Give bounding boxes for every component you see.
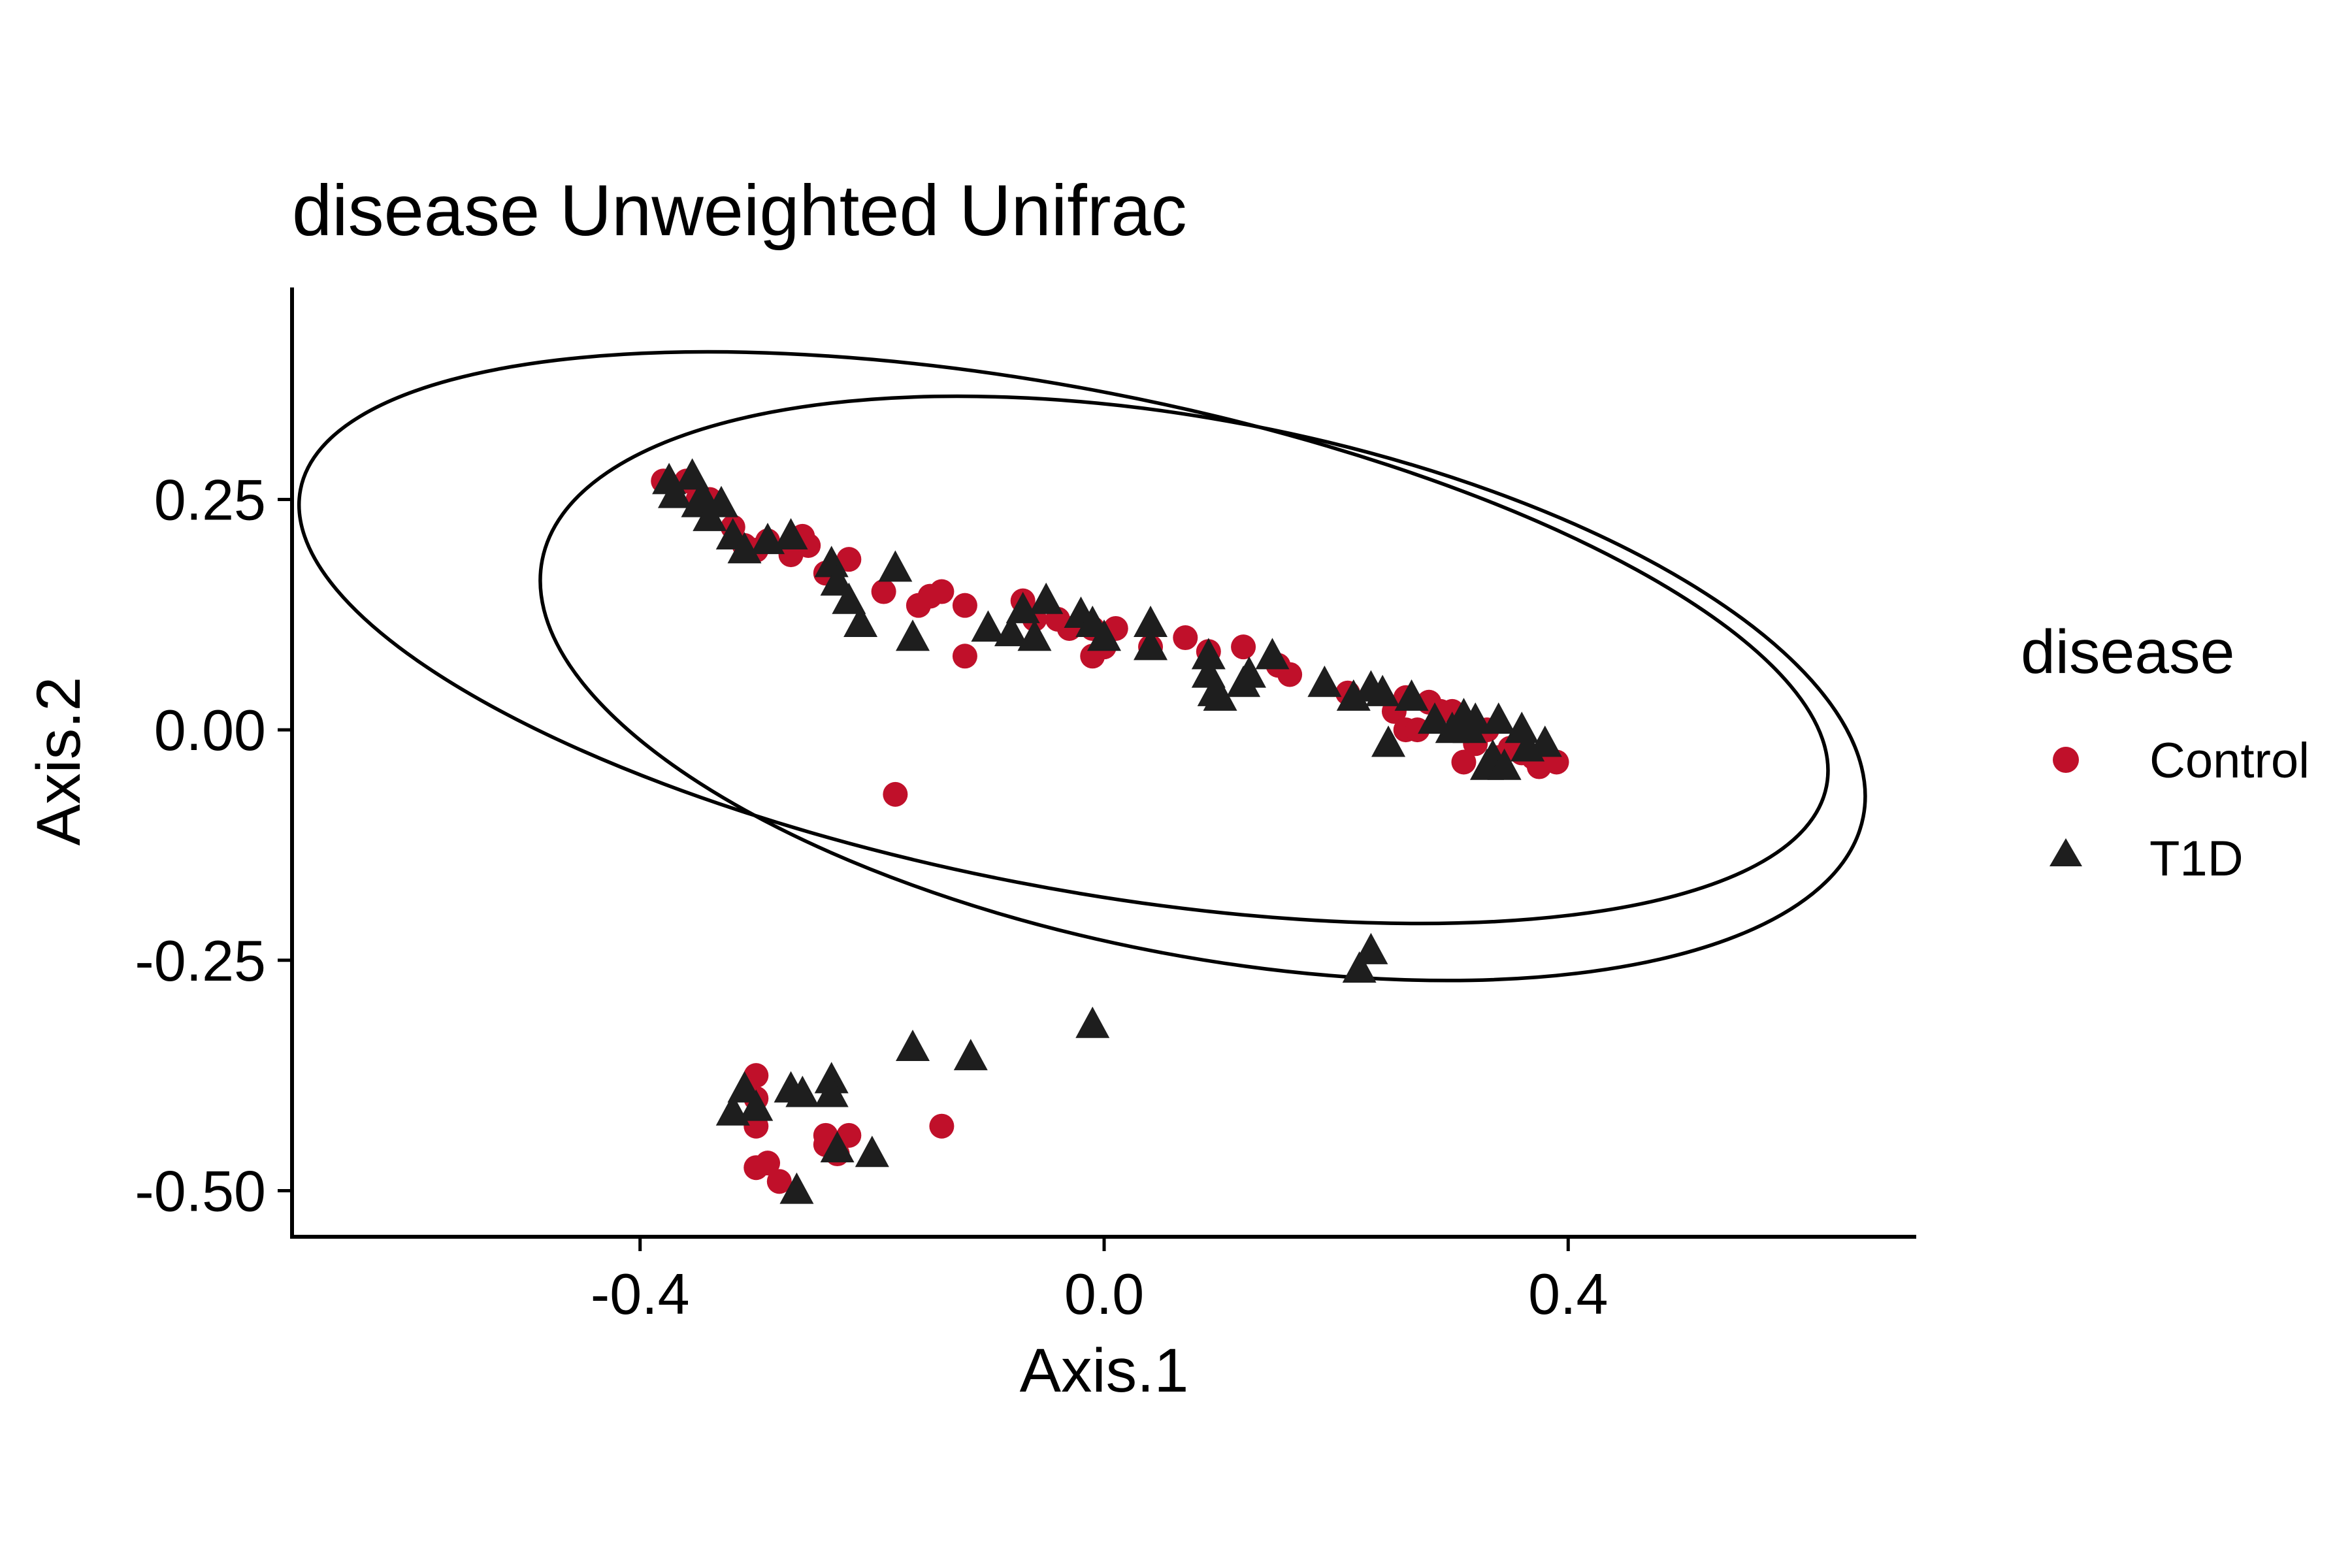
- data-point-control: [952, 593, 977, 618]
- data-point-t1d: [739, 1089, 774, 1121]
- data-point-control: [766, 1169, 792, 1194]
- chart-title: disease Unweighted Unifrac: [292, 171, 1187, 251]
- data-point-control: [929, 1113, 955, 1139]
- data-point-t1d: [785, 1075, 820, 1107]
- data-point-t1d: [843, 606, 878, 638]
- legend: disease Control T1D: [2021, 617, 2310, 887]
- data-point-t1d: [1232, 656, 1266, 688]
- data-point-t1d: [820, 564, 855, 596]
- legend-control-swatch: [2053, 747, 2079, 773]
- data-point-t1d: [1134, 606, 1168, 638]
- data-point-control: [836, 547, 862, 572]
- data-point-t1d: [1481, 702, 1516, 734]
- data-point-t1d: [1418, 702, 1452, 734]
- data-point-control: [929, 579, 955, 604]
- y-tick-label: -0.25: [135, 928, 266, 993]
- y-ticks: -0.50 -0.25 0.00 0.25: [135, 467, 292, 1223]
- data-point-t1d: [1017, 619, 1052, 651]
- data-point-t1d: [1307, 665, 1342, 697]
- x-tick-label: -0.4: [591, 1262, 690, 1326]
- legend-title: disease: [2021, 617, 2234, 687]
- data-point-t1d: [774, 518, 808, 550]
- y-tick-label: 0.25: [154, 467, 266, 532]
- y-tick-label: -0.50: [135, 1158, 266, 1223]
- data-point-t1d: [1203, 679, 1237, 711]
- data-point-t1d: [1365, 674, 1400, 706]
- data-point-control: [952, 644, 977, 669]
- data-point-control: [743, 1155, 769, 1181]
- data-point-t1d: [1255, 638, 1290, 670]
- data-point-t1d: [1487, 748, 1522, 780]
- data-point-t1d: [1075, 1006, 1110, 1038]
- data-point-t1d: [1134, 629, 1168, 661]
- data-point-control: [1173, 625, 1198, 651]
- data-point-t1d: [820, 1131, 855, 1163]
- data-point-t1d: [675, 458, 710, 490]
- data-point-t1d: [727, 532, 762, 564]
- data-point-t1d: [1354, 932, 1388, 964]
- data-point-t1d: [1371, 725, 1406, 757]
- data-point-t1d: [971, 610, 1005, 642]
- x-ticks: -0.4 0.0 0.4: [591, 1237, 1608, 1326]
- data-point-t1d: [953, 1039, 988, 1071]
- y-axis-title: Axis.2: [24, 677, 93, 846]
- confidence-ellipse-t1d: [538, 394, 1867, 983]
- data-point-t1d: [1191, 638, 1226, 670]
- y-tick-label: 0.00: [154, 698, 266, 762]
- data-point-t1d: [1005, 591, 1040, 623]
- ellipse-layer: [297, 350, 1867, 983]
- data-point-t1d: [896, 1029, 930, 1061]
- data-point-t1d: [814, 1075, 849, 1107]
- data-point-control: [871, 579, 896, 604]
- data-point-t1d: [1336, 679, 1371, 711]
- legend-label-control: Control: [2149, 733, 2310, 789]
- x-tick-label: 0.0: [1064, 1262, 1144, 1326]
- data-point-t1d: [896, 619, 930, 651]
- data-point-t1d: [1458, 702, 1493, 734]
- data-point-control: [1451, 749, 1477, 775]
- data-point-t1d: [727, 1071, 762, 1103]
- data-point-t1d: [704, 485, 739, 517]
- data-point-t1d: [1087, 619, 1121, 651]
- legend-t1d-swatch: [2050, 838, 2082, 866]
- data-point-t1d: [855, 1135, 889, 1168]
- data-point-t1d: [832, 582, 866, 614]
- data-point-control: [1231, 634, 1256, 660]
- data-point-t1d: [1342, 951, 1377, 983]
- data-point-t1d: [779, 1172, 814, 1204]
- data-point-control: [883, 781, 908, 807]
- confidence-ellipse-control: [297, 350, 1830, 926]
- point-layer: [651, 458, 1569, 1204]
- data-point-t1d: [878, 550, 913, 582]
- x-axis-title: Axis.1: [1020, 1336, 1189, 1405]
- series-t1d: [652, 458, 1562, 1204]
- data-point-t1d: [657, 476, 692, 508]
- data-point-t1d: [1394, 679, 1429, 711]
- x-tick-label: 0.4: [1528, 1262, 1608, 1326]
- data-point-t1d: [1029, 582, 1064, 614]
- data-point-t1d: [1527, 725, 1562, 757]
- legend-label-t1d: T1D: [2149, 831, 2244, 887]
- data-point-t1d: [994, 615, 1028, 647]
